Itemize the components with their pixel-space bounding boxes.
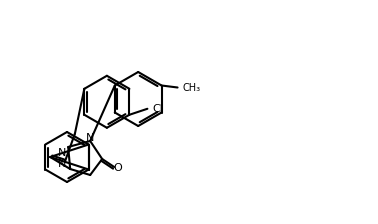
Text: N: N — [86, 133, 94, 143]
Text: N: N — [58, 148, 66, 158]
Text: O: O — [114, 163, 122, 173]
Text: Cl: Cl — [152, 104, 163, 114]
Text: N: N — [58, 159, 66, 169]
Text: CH₃: CH₃ — [183, 82, 201, 93]
